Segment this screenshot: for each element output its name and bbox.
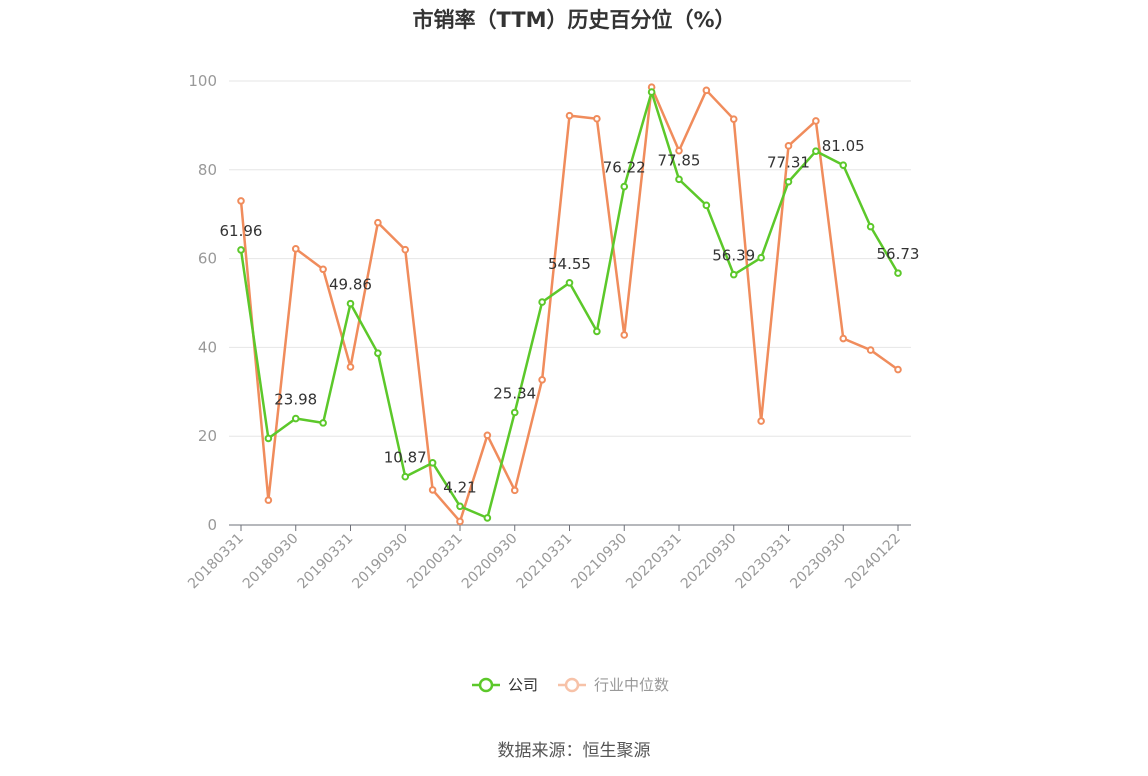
data-point [565,278,574,287]
x-tick-label: 20210930 [568,531,630,593]
x-tick-label: 20200930 [459,531,521,593]
data-point [593,114,601,123]
data-label: 56.73 [877,245,920,263]
data-label: 81.05 [822,137,865,155]
data-point [702,86,711,95]
data-point [428,486,437,494]
data-point [784,177,793,186]
data-point [264,434,273,443]
data-point [237,246,245,254]
legend-label: 公司 [508,676,538,694]
x-tick-label: 20180930 [240,531,302,593]
data-point [675,146,683,155]
data-label: 76.22 [603,159,646,177]
data-point [866,222,875,231]
data-point [428,459,437,467]
data-point [675,175,683,184]
data-point [565,111,574,120]
data-point [839,161,848,169]
data-point [483,514,492,522]
data-point [291,245,300,253]
data-label: 61.96 [220,222,263,240]
data-point [374,349,382,357]
data-point [729,270,738,279]
data-point [894,269,902,277]
y-tick-label: 80 [198,161,217,179]
x-tick-label: 20190930 [349,531,411,593]
legend-marker [478,677,494,693]
y-tick-label: 60 [198,250,217,268]
legend-marker [564,677,580,693]
data-label: 25.34 [493,384,536,402]
data-point [264,496,273,504]
x-tick-label: 20200331 [404,531,466,593]
y-tick-label: 20 [198,427,217,445]
x-tick-label: 20220331 [623,531,685,593]
x-tick-label: 20190331 [295,531,357,593]
data-point [291,414,300,423]
data-point [812,147,820,155]
data-point [812,117,820,125]
x-tick-label: 20230930 [787,531,849,593]
x-tick-label: 20180331 [185,531,247,593]
data-point [866,346,875,354]
data-point [538,298,546,306]
y-tick-label: 40 [198,338,217,356]
y-tick-label: 100 [188,72,217,90]
data-point [729,115,738,123]
data-point [319,265,327,274]
data-point [401,245,410,254]
y-tick-label: 0 [207,516,217,534]
data-label: 77.31 [767,154,810,172]
data-point [620,331,629,339]
data-point [510,408,519,417]
data-point [647,88,656,96]
source-note: 数据来源：恒生聚源 [497,741,651,761]
data-point [456,502,464,511]
data-point [757,253,765,262]
data-point [894,365,902,374]
series-line-industry-median [239,85,899,523]
x-tick-label: 20210331 [514,531,576,593]
data-point [374,218,382,227]
data-point [346,299,355,308]
grid-layer [229,80,911,437]
data-point [456,517,464,526]
data-label: 10.87 [384,449,427,467]
x-tick-label: 20240122 [842,531,904,593]
data-point [237,197,245,205]
legend-item-industry-median: 行业中位数 [558,676,669,694]
series-layer [237,83,902,526]
data-point [401,472,410,481]
data-point [702,201,711,210]
data-point [538,376,546,384]
chart-title: 市销率（TTM）历史百分位（%） [412,8,736,32]
data-point [620,182,629,191]
data-point [593,327,601,336]
legend: 公司 行业中位数 [472,676,669,694]
legend-label: 行业中位数 [594,676,669,694]
data-point [346,363,355,371]
data-label-layer: 61.96 23.98 49.86 10.87 4.21 25.34 54.55 76.22 7… [220,137,920,496]
data-label: 23.98 [274,391,317,409]
x-tick-label: 20220930 [678,531,740,593]
legend-item-company: 公司 [472,676,538,694]
data-label: 56.39 [712,247,755,265]
data-label: 77.85 [658,151,701,169]
data-label: 54.55 [548,255,591,273]
data-point [784,142,793,150]
data-point [510,486,519,495]
data-point [839,334,848,343]
data-point [483,431,492,440]
data-point [319,419,327,427]
data-label: 49.86 [329,276,372,294]
data-label: 4.21 [443,478,476,496]
x-tick-label: 20230331 [733,531,795,593]
data-point [757,417,765,425]
